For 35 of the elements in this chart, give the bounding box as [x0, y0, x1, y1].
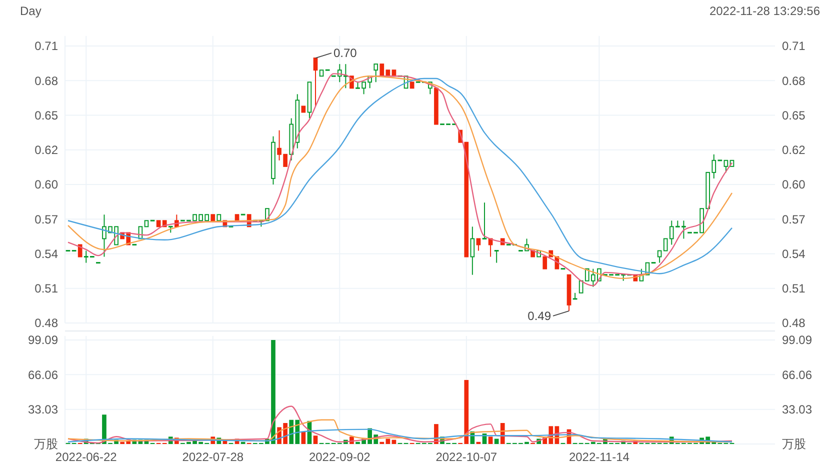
y-tick-label: 0.65	[34, 108, 58, 122]
y-tick-label: 0.71	[34, 39, 58, 54]
y2-tick-label: 0.57	[782, 212, 806, 226]
x-tick-label: 2022-06-22	[55, 450, 118, 464]
y-tick-label: 万股	[34, 437, 58, 452]
y-tick-label: 33.03	[28, 402, 58, 417]
y2-tick-label: 0.60	[782, 178, 806, 192]
y2-tick-label: 0.68	[782, 74, 806, 88]
x-tick-label: 2022-10-07	[436, 450, 498, 464]
y2-tick-label: 66.06	[782, 368, 812, 382]
y-tick-label: 0.62	[34, 143, 58, 158]
y-tick-label: 66.06	[28, 368, 58, 382]
x-tick-label: 2022-11-14	[568, 450, 630, 464]
y-tick-label: 0.51	[34, 282, 58, 296]
y2-tick-label: 33.03	[782, 402, 812, 417]
x-tick-label: 2022-09-02	[308, 450, 371, 464]
y2-tick-label: 0.71	[782, 39, 806, 54]
text: 2022-11-28 13:29:56	[709, 4, 820, 18]
y2-tick-label: 0.54	[782, 246, 806, 261]
y-tick-label: 0.57	[34, 212, 58, 226]
x-tick-label: 2022-07-28	[182, 450, 244, 464]
y2-tick-label: 0.51	[782, 282, 806, 296]
annotation: 0.49	[528, 309, 552, 324]
y-tick-label: 0.68	[34, 74, 58, 88]
y2-tick-label: 99.09	[782, 333, 812, 348]
y2-tick-label: 0.48	[782, 316, 806, 330]
y2-tick-label: 0.65	[782, 108, 806, 122]
y2-tick-label: 万股	[782, 437, 806, 452]
y-tick-label: 0.48	[34, 316, 58, 330]
annotation: 0.70	[333, 46, 358, 60]
y-tick-label: 0.60	[34, 178, 58, 192]
y2-tick-label: 0.62	[782, 143, 806, 158]
y-tick-label: 99.09	[28, 333, 58, 348]
y-tick-label: 0.54	[34, 246, 58, 261]
chart-title: Day	[20, 4, 42, 18]
